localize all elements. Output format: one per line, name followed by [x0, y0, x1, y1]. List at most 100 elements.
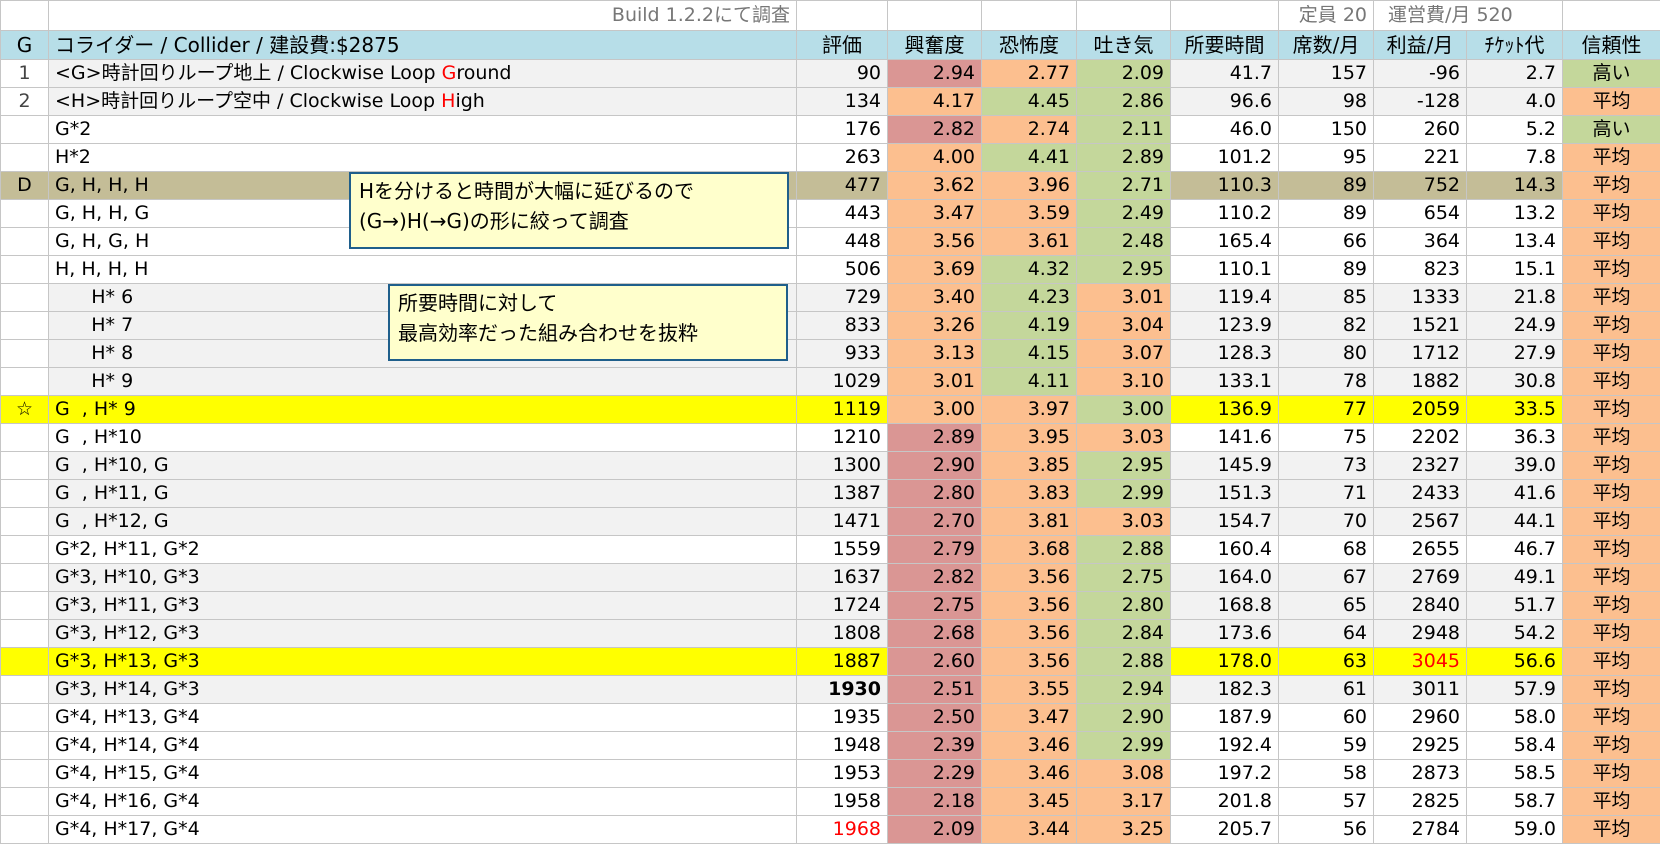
row-marker[interactable]	[1, 480, 49, 508]
cell-intensity[interactable]: 3.95	[982, 424, 1077, 452]
cell-intensity[interactable]: 3.45	[982, 788, 1077, 816]
row-marker[interactable]	[1, 200, 49, 228]
cell-duration[interactable]: 123.9	[1171, 312, 1279, 340]
cell-nausea[interactable]: 2.80	[1077, 592, 1171, 620]
cell-duration[interactable]: 128.3	[1171, 340, 1279, 368]
cell-guests-per-month[interactable]: 64	[1279, 620, 1374, 648]
cell-profit-per-month[interactable]: 2873	[1374, 760, 1467, 788]
row-marker[interactable]	[1, 424, 49, 452]
cell-rating[interactable]: 1029	[797, 368, 888, 396]
cell-duration[interactable]: 201.8	[1171, 788, 1279, 816]
cell-profit-per-month[interactable]: 2840	[1374, 592, 1467, 620]
cell-excitement[interactable]: 2.89	[888, 424, 982, 452]
cell-ticket-price[interactable]: 49.1	[1467, 564, 1563, 592]
cell-rating[interactable]: 833	[797, 312, 888, 340]
header-reliability[interactable]: 信頼性	[1563, 31, 1660, 60]
cell-nausea[interactable]: 3.03	[1077, 424, 1171, 452]
cell[interactable]	[797, 1, 888, 31]
cell-duration[interactable]: 182.3	[1171, 676, 1279, 704]
cell-ticket-price[interactable]: 33.5	[1467, 396, 1563, 424]
cell-excitement[interactable]: 3.00	[888, 396, 982, 424]
cell-ticket-price[interactable]: 57.9	[1467, 676, 1563, 704]
row-marker[interactable]	[1, 228, 49, 256]
cell-duration[interactable]: 145.9	[1171, 452, 1279, 480]
cell-reliability[interactable]: 平均	[1563, 452, 1660, 480]
row-label[interactable]: G*3, H*13, G*3	[49, 648, 797, 676]
row-label[interactable]: <H>時計回りループ空中 / Clockwise Loop High	[49, 88, 797, 116]
cell-guests-per-month[interactable]: 61	[1279, 676, 1374, 704]
cell-excitement[interactable]: 4.17	[888, 88, 982, 116]
cell-reliability[interactable]: 平均	[1563, 508, 1660, 536]
cell-excitement[interactable]: 2.80	[888, 480, 982, 508]
cell-reliability[interactable]: 平均	[1563, 312, 1660, 340]
cell-excitement[interactable]: 2.60	[888, 648, 982, 676]
cell-intensity[interactable]: 4.23	[982, 284, 1077, 312]
cell-nausea[interactable]: 3.00	[1077, 396, 1171, 424]
cell-reliability[interactable]: 平均	[1563, 648, 1660, 676]
row-marker[interactable]	[1, 816, 49, 844]
cell-duration[interactable]: 133.1	[1171, 368, 1279, 396]
row-marker[interactable]	[1, 704, 49, 732]
upkeep-cell[interactable]: 運営費/月 520	[1374, 1, 1563, 31]
header-duration[interactable]: 所要時間	[1171, 31, 1279, 60]
row-label[interactable]: G*3, H*11, G*3	[49, 592, 797, 620]
build-note-cell[interactable]: Build 1.2.2にて調査	[49, 1, 797, 31]
cell-profit-per-month[interactable]: 1521	[1374, 312, 1467, 340]
cell-nausea[interactable]: 2.09	[1077, 60, 1171, 88]
cell-reliability[interactable]: 平均	[1563, 788, 1660, 816]
cell-profit-per-month[interactable]: 654	[1374, 200, 1467, 228]
cell-duration[interactable]: 205.7	[1171, 816, 1279, 844]
cell-rating[interactable]: 1300	[797, 452, 888, 480]
note-box-split-h[interactable]: Hを分けると時間が大幅に延びるので (G→)H(→G)の形に絞って調査	[349, 172, 789, 249]
cell-rating[interactable]: 1471	[797, 508, 888, 536]
cell-excitement[interactable]: 2.09	[888, 816, 982, 844]
cell-duration[interactable]: 187.9	[1171, 704, 1279, 732]
cell-excitement[interactable]: 2.68	[888, 620, 982, 648]
cell-intensity[interactable]: 3.68	[982, 536, 1077, 564]
header-profit-per-month[interactable]: 利益/月	[1374, 31, 1467, 60]
cell-duration[interactable]: 96.6	[1171, 88, 1279, 116]
cell-rating[interactable]: 1887	[797, 648, 888, 676]
row-label[interactable]: G*4, H*13, G*4	[49, 704, 797, 732]
cell[interactable]	[1563, 1, 1660, 31]
row-marker[interactable]	[1, 284, 49, 312]
cell-duration[interactable]: 197.2	[1171, 760, 1279, 788]
cell-guests-per-month[interactable]: 150	[1279, 116, 1374, 144]
cell-nausea[interactable]: 3.10	[1077, 368, 1171, 396]
row-label[interactable]: G*4, H*16, G*4	[49, 788, 797, 816]
cell-guests-per-month[interactable]: 89	[1279, 200, 1374, 228]
cell-duration[interactable]: 192.4	[1171, 732, 1279, 760]
cell-profit-per-month[interactable]: 2202	[1374, 424, 1467, 452]
row-marker[interactable]	[1, 312, 49, 340]
cell-reliability[interactable]: 平均	[1563, 620, 1660, 648]
cell-guests-per-month[interactable]: 60	[1279, 704, 1374, 732]
cell-profit-per-month[interactable]: 2059	[1374, 396, 1467, 424]
cell-rating[interactable]: 176	[797, 116, 888, 144]
cell-guests-per-month[interactable]: 70	[1279, 508, 1374, 536]
cell-reliability[interactable]: 平均	[1563, 676, 1660, 704]
cell-guests-per-month[interactable]: 95	[1279, 144, 1374, 172]
cell-intensity[interactable]: 3.96	[982, 172, 1077, 200]
cell-rating[interactable]: 933	[797, 340, 888, 368]
cell-excitement[interactable]: 2.94	[888, 60, 982, 88]
cell-nausea[interactable]: 2.48	[1077, 228, 1171, 256]
cell-profit-per-month[interactable]: 221	[1374, 144, 1467, 172]
cell-guests-per-month[interactable]: 63	[1279, 648, 1374, 676]
capacity-cell[interactable]: 定員 20	[1279, 1, 1374, 31]
cell-intensity[interactable]: 3.56	[982, 564, 1077, 592]
cell-profit-per-month[interactable]: -96	[1374, 60, 1467, 88]
cell-intensity[interactable]: 3.46	[982, 760, 1077, 788]
cell-guests-per-month[interactable]: 71	[1279, 480, 1374, 508]
cell-excitement[interactable]: 2.29	[888, 760, 982, 788]
cell-excitement[interactable]: 2.70	[888, 508, 982, 536]
cell-intensity[interactable]: 3.56	[982, 648, 1077, 676]
cell-guests-per-month[interactable]: 68	[1279, 536, 1374, 564]
row-label[interactable]: G*2	[49, 116, 797, 144]
cell-ticket-price[interactable]: 41.6	[1467, 480, 1563, 508]
row-label[interactable]: G , H* 9	[49, 396, 797, 424]
cell-guests-per-month[interactable]: 157	[1279, 60, 1374, 88]
cell-profit-per-month[interactable]: 1333	[1374, 284, 1467, 312]
cell-intensity[interactable]: 3.56	[982, 592, 1077, 620]
cell-reliability[interactable]: 平均	[1563, 480, 1660, 508]
cell-guests-per-month[interactable]: 77	[1279, 396, 1374, 424]
